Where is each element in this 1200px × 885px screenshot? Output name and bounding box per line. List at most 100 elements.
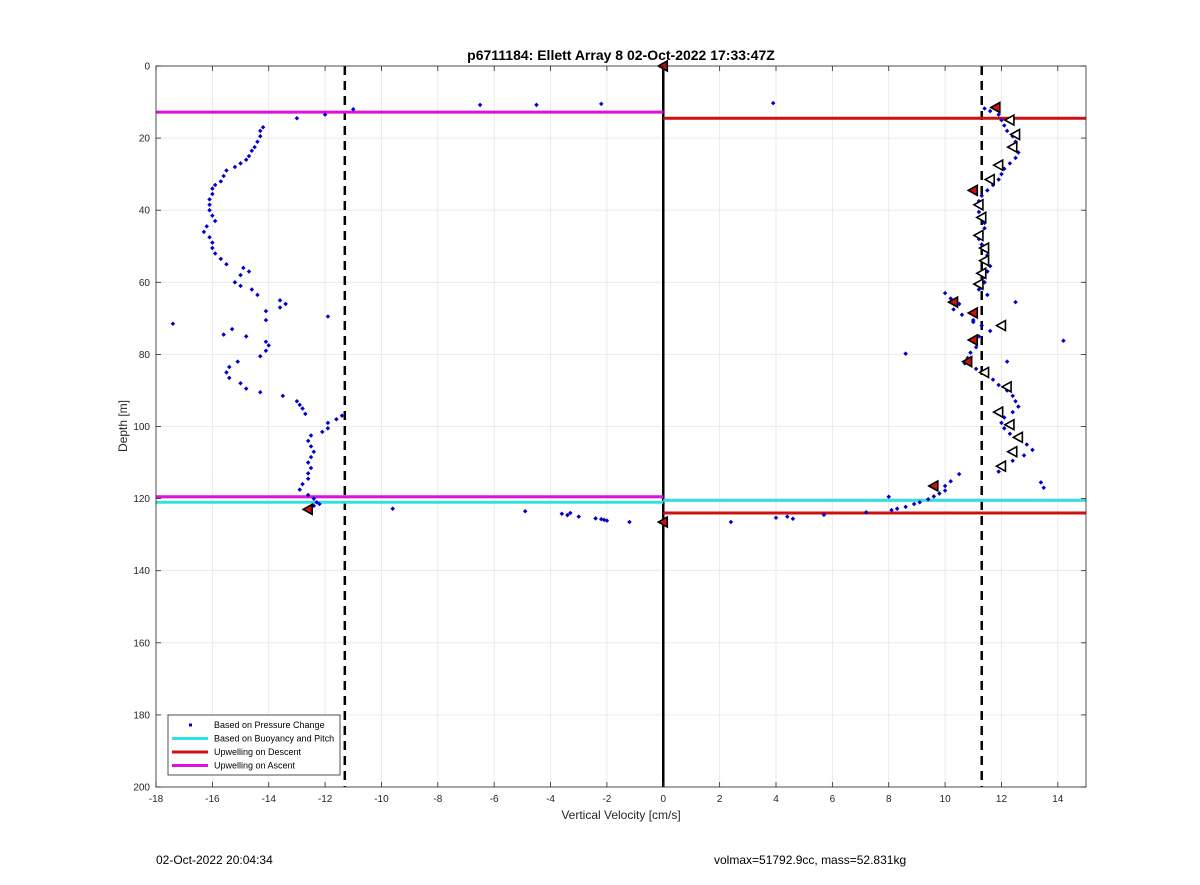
open-triangle-marker — [975, 266, 987, 280]
y-tick-label: 100 — [133, 422, 150, 433]
filled-triangle-marker — [966, 333, 979, 347]
data-point — [937, 491, 942, 496]
x-tick-label: 12 — [996, 794, 1008, 805]
data-point — [886, 494, 891, 500]
data-point — [627, 519, 632, 525]
open-triangle-marker — [972, 229, 984, 242]
filled-triangle-marker — [656, 515, 669, 529]
data-point — [317, 501, 322, 507]
data-point — [987, 328, 993, 334]
data-point — [522, 508, 528, 514]
x-tick-label: -2 — [602, 794, 611, 805]
open-triangle-marker — [1003, 418, 1015, 432]
open-triangle-marker — [1008, 128, 1021, 141]
data-point — [942, 483, 948, 489]
data-point — [305, 492, 311, 498]
data-point — [1007, 431, 1013, 436]
filled-triangle-marker — [966, 306, 979, 320]
data-point — [308, 465, 314, 471]
data-lines — [156, 66, 1086, 787]
open-triangle-marker — [977, 241, 990, 255]
legend-swatch — [189, 723, 192, 727]
data-point — [1061, 338, 1066, 343]
data-point — [773, 515, 779, 520]
data-point — [942, 488, 948, 493]
x-tick-label: 8 — [886, 794, 892, 805]
data-point — [224, 262, 229, 267]
data-point — [325, 420, 331, 426]
x-tick-label: -6 — [490, 794, 499, 805]
open-triangle-marker — [1003, 113, 1015, 127]
x-tick-label: -4 — [546, 794, 555, 805]
data-point — [973, 366, 979, 372]
data-point — [971, 319, 976, 325]
data-point — [255, 139, 260, 144]
data-point — [1004, 359, 1010, 364]
data-point — [990, 377, 996, 382]
data-point — [263, 317, 269, 323]
data-point — [320, 429, 325, 435]
data-point — [959, 312, 965, 318]
open-triangle-marker — [1006, 140, 1018, 154]
open-triangle-marker — [1000, 380, 1012, 394]
data-point — [968, 350, 973, 355]
x-tick-label: -16 — [205, 794, 220, 805]
data-point — [1002, 426, 1007, 431]
x-axis-label: Vertical Velocity [cm/s] — [561, 808, 680, 822]
x-tick-label: 0 — [660, 794, 666, 805]
data-point — [325, 426, 331, 431]
x-tick-label: 2 — [717, 794, 723, 805]
footer-info: volmax=51792.9cc, mass=52.831kg — [714, 853, 907, 867]
data-point — [255, 292, 260, 298]
y-axis-label: Depth [m] — [116, 400, 130, 452]
filled-triangle-marker — [960, 355, 973, 368]
legend-label: Upwelling on Ascent — [214, 761, 296, 771]
data-point — [951, 307, 956, 312]
y-tick-label: 140 — [133, 566, 150, 577]
footer-timestamp: 02-Oct-2022 20:04:34 — [156, 853, 273, 867]
open-triangle-marker — [972, 277, 984, 291]
data-point — [305, 438, 311, 444]
data-point — [221, 332, 226, 337]
data-point — [1021, 453, 1027, 458]
legend-label: Based on Buoyancy and Pitch — [214, 734, 334, 744]
data-point — [263, 308, 269, 314]
data-point — [903, 504, 908, 510]
data-point — [1041, 485, 1046, 491]
data-point — [917, 499, 922, 505]
y-tick-label: 200 — [133, 783, 150, 794]
legend: Based on Pressure Change Based on Buoyanc… — [167, 714, 341, 776]
data-point — [314, 499, 319, 505]
open-triangle-marker — [977, 254, 990, 268]
open-triangle-marker — [972, 198, 984, 212]
open-triangle-marker — [994, 319, 1007, 332]
data-point — [229, 326, 235, 332]
data-point — [996, 469, 1001, 474]
data-point — [999, 420, 1004, 426]
data-point — [300, 406, 305, 411]
open-triangle-marker — [994, 459, 1007, 473]
data-point — [297, 487, 302, 492]
data-point — [604, 518, 610, 523]
data-point — [246, 269, 252, 274]
x-axis-ticks: -18 -16 -14 -12 -10 -8 -6 -4 -2 0 2 4 6 8 10 12 14 — [149, 66, 1064, 805]
open-triangle-marker — [1011, 430, 1024, 444]
y-tick-label: 160 — [133, 638, 150, 649]
y-tick-label: 60 — [139, 278, 151, 289]
data-point — [821, 512, 827, 518]
data-point — [565, 512, 570, 518]
data-point — [305, 471, 311, 476]
x-tick-label: 14 — [1052, 794, 1064, 805]
filled-triangle-marker — [927, 479, 939, 493]
data-point — [925, 497, 931, 502]
data-point — [263, 339, 269, 345]
data-point — [238, 380, 243, 386]
y-tick-label: 0 — [144, 62, 150, 73]
data-point — [985, 292, 990, 298]
open-triangle-marker — [991, 405, 1004, 419]
y-axis-ticks: 0 20 40 60 80 100 120 140 160 180 200 — [133, 62, 1086, 794]
open-triangle-marker — [975, 211, 987, 224]
data-point — [785, 514, 790, 519]
data-point — [308, 454, 314, 460]
